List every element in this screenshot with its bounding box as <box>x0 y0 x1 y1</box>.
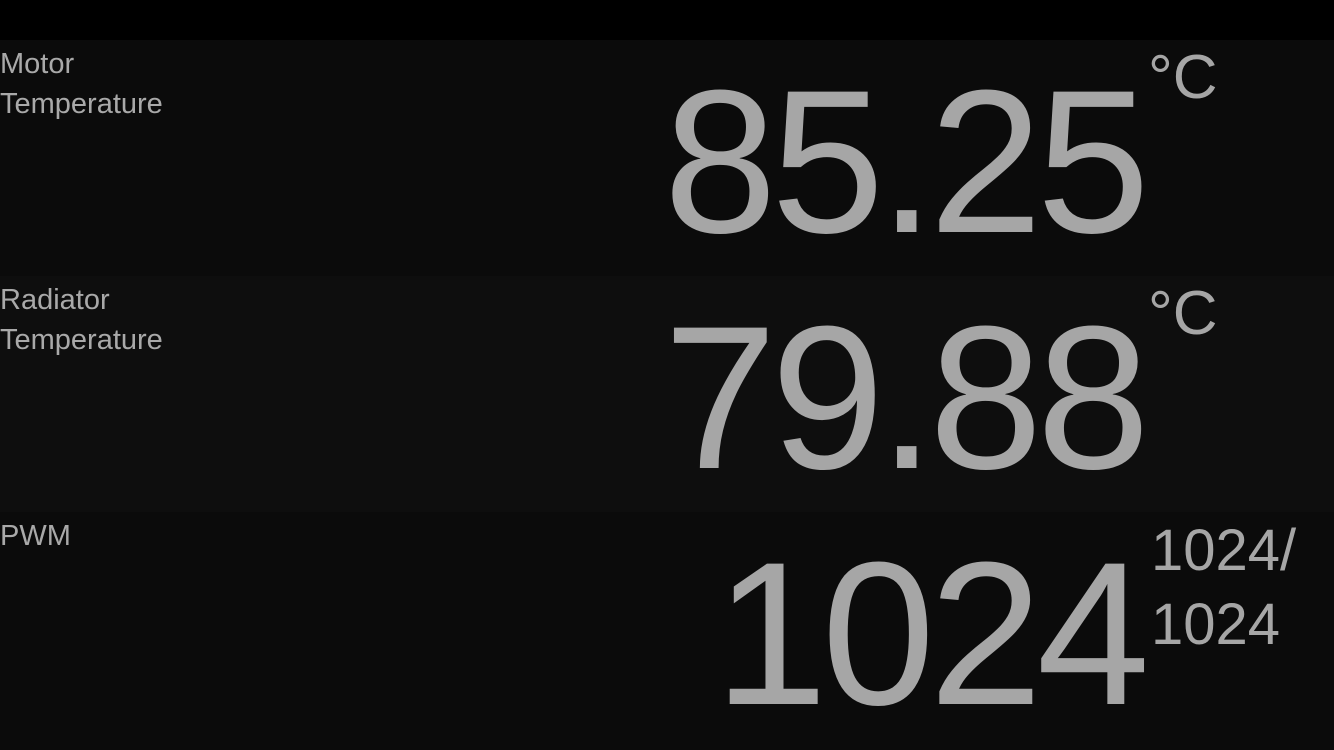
radiator-temperature-value: 79.88 <box>663 284 1150 512</box>
motor-temperature-panel: Motor Temperature 85.25 °C <box>0 40 1334 276</box>
pwm-unit-line1: 1024/ <box>1151 518 1297 583</box>
pwm-unit: 1024/ 1024 <box>1151 514 1296 662</box>
radiator-temperature-label-line1: Radiator <box>0 284 110 316</box>
radiator-temperature-label: Radiator Temperature <box>0 280 163 360</box>
motor-temperature-unit: °C <box>1148 43 1218 112</box>
pwm-label-line1: PWM <box>0 520 71 552</box>
radiator-temperature-unit: °C <box>1148 279 1218 348</box>
motor-temperature-value: 85.25 <box>663 48 1150 276</box>
motor-temperature-label: Motor Temperature <box>0 44 163 124</box>
pwm-value: 1024 <box>714 520 1150 748</box>
pwm-panel: PWM 1024 1024/ 1024 <box>0 512 1334 750</box>
pwm-unit-line2: 1024 <box>1151 592 1281 657</box>
motor-temperature-label-line1: Motor <box>0 48 75 80</box>
pwm-label: PWM <box>0 516 71 556</box>
radiator-temperature-panel: Radiator Temperature 79.88 °C <box>0 276 1334 512</box>
top-bar <box>0 0 1334 40</box>
radiator-temperature-label-line2: Temperature <box>0 324 163 356</box>
motor-temperature-label-line2: Temperature <box>0 88 163 120</box>
